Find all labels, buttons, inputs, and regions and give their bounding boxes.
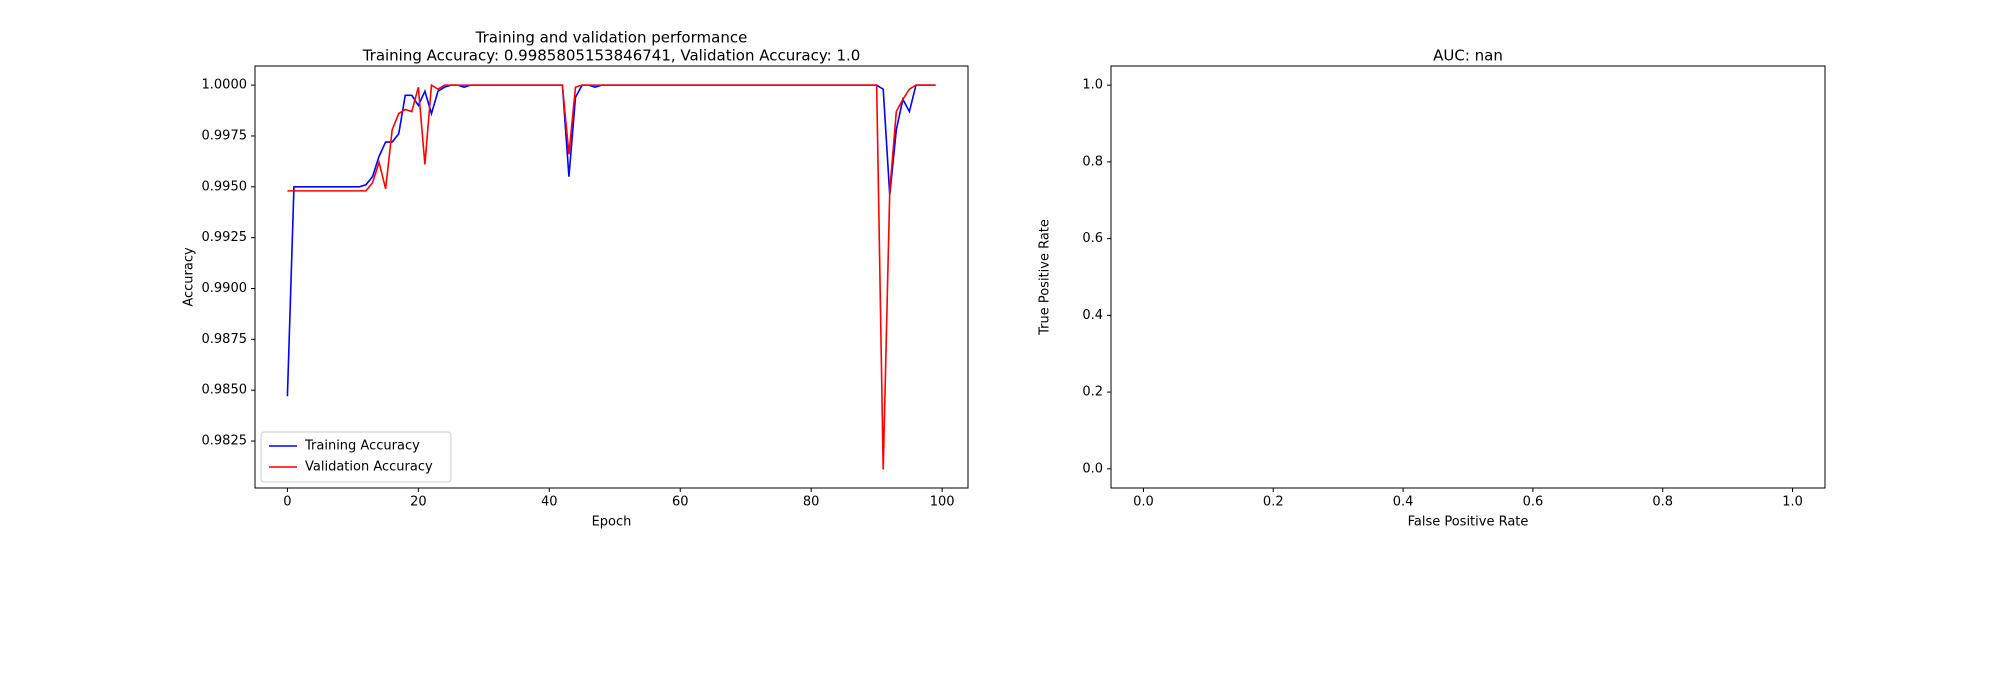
y-tick-label: 1.0000 <box>202 78 248 93</box>
y-tick-label: 0.8 <box>1082 154 1103 169</box>
x-tick-label: 0.4 <box>1393 495 1414 510</box>
x-tick-label: 100 <box>930 495 955 510</box>
y-tick-label: 0.0 <box>1082 461 1103 476</box>
x-axis-label: False Positive Rate <box>1408 515 1529 530</box>
legend-label: Validation Accuracy <box>305 460 433 475</box>
data-line <box>287 83 936 470</box>
axes-frame <box>254 65 969 489</box>
y-tick-label: 0.9950 <box>202 179 248 194</box>
y-tick-label: 0.9825 <box>202 434 248 449</box>
x-tick-label: 80 <box>803 495 820 510</box>
data-line <box>286 84 936 397</box>
x-tick-label: 0.6 <box>1523 495 1544 510</box>
y-tick-label: 0.2 <box>1082 385 1103 400</box>
x-tick-label: 40 <box>541 495 558 510</box>
chart-title: Training Accuracy: 0.9985805153846741, V… <box>362 47 861 65</box>
y-tick-label: 0.9975 <box>202 128 248 143</box>
y-tick-label: 0.4 <box>1082 308 1103 323</box>
axes-frame <box>1110 65 1826 489</box>
y-tick-label: 0.9875 <box>202 332 248 347</box>
x-tick-label: 60 <box>672 495 689 510</box>
chart-title: AUC: nan <box>1433 47 1503 65</box>
legend-label: Training Accuracy <box>304 439 420 454</box>
x-tick-label: 1.0 <box>1782 495 1803 510</box>
y-axis-label: Accuracy <box>182 247 197 307</box>
x-tick-label: 20 <box>410 495 427 510</box>
y-tick-label: 0.9925 <box>202 230 248 245</box>
y-tick-label: 0.9900 <box>202 281 248 296</box>
x-axis-label: Epoch <box>592 515 632 530</box>
y-axis-label: True Positive Rate <box>1038 219 1053 336</box>
y-tick-label: 1.0 <box>1082 78 1103 93</box>
y-tick-label: 0.9850 <box>202 383 248 398</box>
x-tick-label: 0 <box>283 495 291 510</box>
x-tick-label: 0.8 <box>1652 495 1673 510</box>
x-tick-label: 0.0 <box>1133 495 1154 510</box>
chart-title: Training and validation performance <box>475 29 748 47</box>
y-tick-label: 0.6 <box>1082 231 1103 246</box>
x-tick-label: 0.2 <box>1263 495 1284 510</box>
legend-box <box>260 431 452 483</box>
